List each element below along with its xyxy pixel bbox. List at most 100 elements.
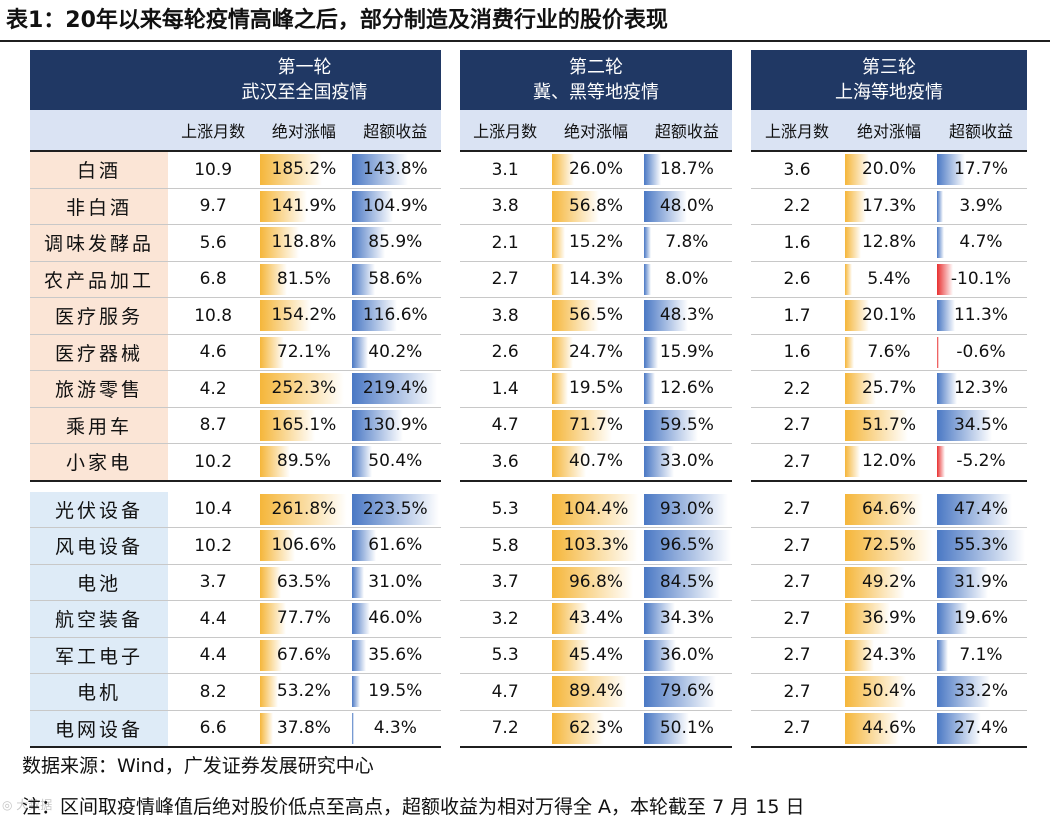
months-up-cell: 10.2 [168, 527, 259, 565]
value-text: 72.1% [276, 341, 331, 362]
months-up-cell: 2.7 [751, 600, 843, 638]
value-text: 141.9% [271, 195, 337, 216]
industry-label: 非白酒 [30, 188, 168, 225]
data-bar [643, 263, 651, 295]
value-text: 44.6% [861, 717, 916, 738]
excess-return-cell: 84.5% [641, 564, 732, 601]
data-bar [845, 373, 876, 405]
value-text: 26.0% [568, 159, 623, 180]
value-text: 143.8% [362, 159, 428, 180]
data-bar [260, 373, 345, 405]
value-text: 4.3% [373, 717, 417, 738]
data-bar [845, 603, 890, 635]
excess-return-cell: 93.0% [641, 491, 732, 528]
data-bar [351, 566, 364, 598]
value-text: 103.3% [563, 535, 629, 556]
value-text: 36.0% [659, 644, 714, 665]
data-bar [260, 676, 279, 708]
group-separator [751, 479, 1027, 492]
data-bar [937, 154, 965, 186]
round-desc: 上海等地疫情 [835, 82, 943, 103]
value-text: 223.5% [362, 498, 428, 519]
data-bar [552, 603, 589, 635]
data-bar [351, 263, 375, 295]
months-up-cell: 8.7 [168, 407, 259, 444]
value-text: 18.7% [659, 159, 714, 180]
value-text: 130.9% [362, 414, 428, 435]
months-up-cell: 2.7 [751, 637, 843, 674]
data-bar [260, 300, 312, 332]
months-up-cell: 6.8 [168, 261, 259, 298]
data-bar [351, 300, 397, 332]
data-bar [260, 712, 274, 744]
round-name: 第三轮 [862, 57, 916, 78]
months-up-cell: 4.6 [168, 334, 259, 371]
data-bar [351, 676, 360, 708]
value-text: 50.4% [861, 681, 916, 702]
abs-gain-cell: 64.6% [843, 491, 935, 528]
excess-return-cell: 96.5% [641, 527, 732, 565]
table-row: 3.1 26.0% 18.7% [460, 151, 732, 189]
value-text: 15.9% [659, 341, 714, 362]
data-bar [552, 446, 587, 478]
value-text: 19.6% [953, 608, 1008, 629]
data-bar [351, 446, 372, 478]
data-bar [937, 566, 988, 598]
excess-return-cell: 4.7% [935, 224, 1027, 262]
data-bar [552, 190, 600, 222]
excess-return-cell: 116.6% [349, 297, 441, 335]
table-row: 3.6 20.0% 17.7% [751, 151, 1027, 189]
months-up-cell: 3.6 [460, 443, 551, 482]
industry-label: 医疗服务 [30, 297, 168, 335]
abs-gain-cell: 89.4% [550, 673, 642, 711]
months-up-cell: 2.7 [751, 407, 843, 444]
value-text: -0.6% [956, 341, 1006, 362]
abs-gain-cell: 17.3% [843, 188, 935, 225]
table-row: 白酒 10.9 185.2% 143.8% [30, 151, 441, 189]
excess-return-cell: 219.4% [349, 370, 441, 408]
abs-gain-cell: 104.4% [550, 491, 642, 528]
value-text: 47.4% [953, 498, 1008, 519]
industry-label: 调味发酵品 [30, 224, 168, 262]
data-bar [643, 190, 687, 222]
value-text: 49.2% [861, 571, 916, 592]
value-text: 12.6% [659, 378, 714, 399]
round-desc: 武汉至全国疫情 [241, 82, 368, 103]
table-row: 电网设备 6.6 37.8% 4.3% [30, 710, 441, 748]
table-row: 3.6 40.7% 33.0% [460, 443, 732, 482]
abs-gain-cell: 56.5% [550, 297, 642, 335]
data-bar [643, 336, 658, 368]
value-text: 4.7% [959, 232, 1003, 253]
abs-gain-cell: 51.7% [843, 407, 935, 444]
value-text: 67.6% [276, 644, 331, 665]
group-separator [460, 479, 732, 492]
months-up-cell: 4.7 [460, 407, 551, 444]
abs-gain-cell: 37.8% [258, 710, 350, 748]
round-table-3: 第三轮 上海等地疫情 上涨月数 绝对涨幅 超额收益 3.6 20.0% 17.7% 2… [751, 50, 1027, 748]
data-bar [552, 712, 605, 744]
value-text: 12.8% [861, 232, 916, 253]
excess-return-cell: 79.6% [641, 673, 732, 711]
value-text: 7.1% [959, 644, 1003, 665]
excess-return-cell: 34.5% [935, 407, 1027, 444]
data-bar [643, 446, 674, 478]
data-bar [643, 227, 651, 259]
table-row: 2.6 5.4% -10.1% [751, 261, 1027, 298]
abs-gain-cell: 96.8% [550, 564, 642, 601]
abs-gain-cell: 12.8% [843, 224, 935, 262]
table-row: 4.7 89.4% 79.6% [460, 673, 732, 711]
negative-data-bar [937, 446, 945, 478]
data-bar [351, 227, 385, 259]
value-text: 27.4% [953, 717, 1008, 738]
value-text: 8.0% [665, 268, 709, 289]
data-bar [643, 676, 716, 708]
industry-label: 航空装备 [30, 600, 168, 638]
source-note: 数据来源：Wind，广发证券发展研究中心 [22, 755, 374, 777]
value-text: 219.4% [362, 378, 428, 399]
data-bar [845, 712, 899, 744]
value-text: 252.3% [271, 378, 337, 399]
months-up-cell: 2.2 [751, 370, 843, 408]
round-header: 第二轮 冀、黑等地疫情 [460, 50, 732, 110]
industry-label: 医疗器械 [30, 334, 168, 371]
col-header-abs: 绝对涨幅 [258, 110, 350, 152]
